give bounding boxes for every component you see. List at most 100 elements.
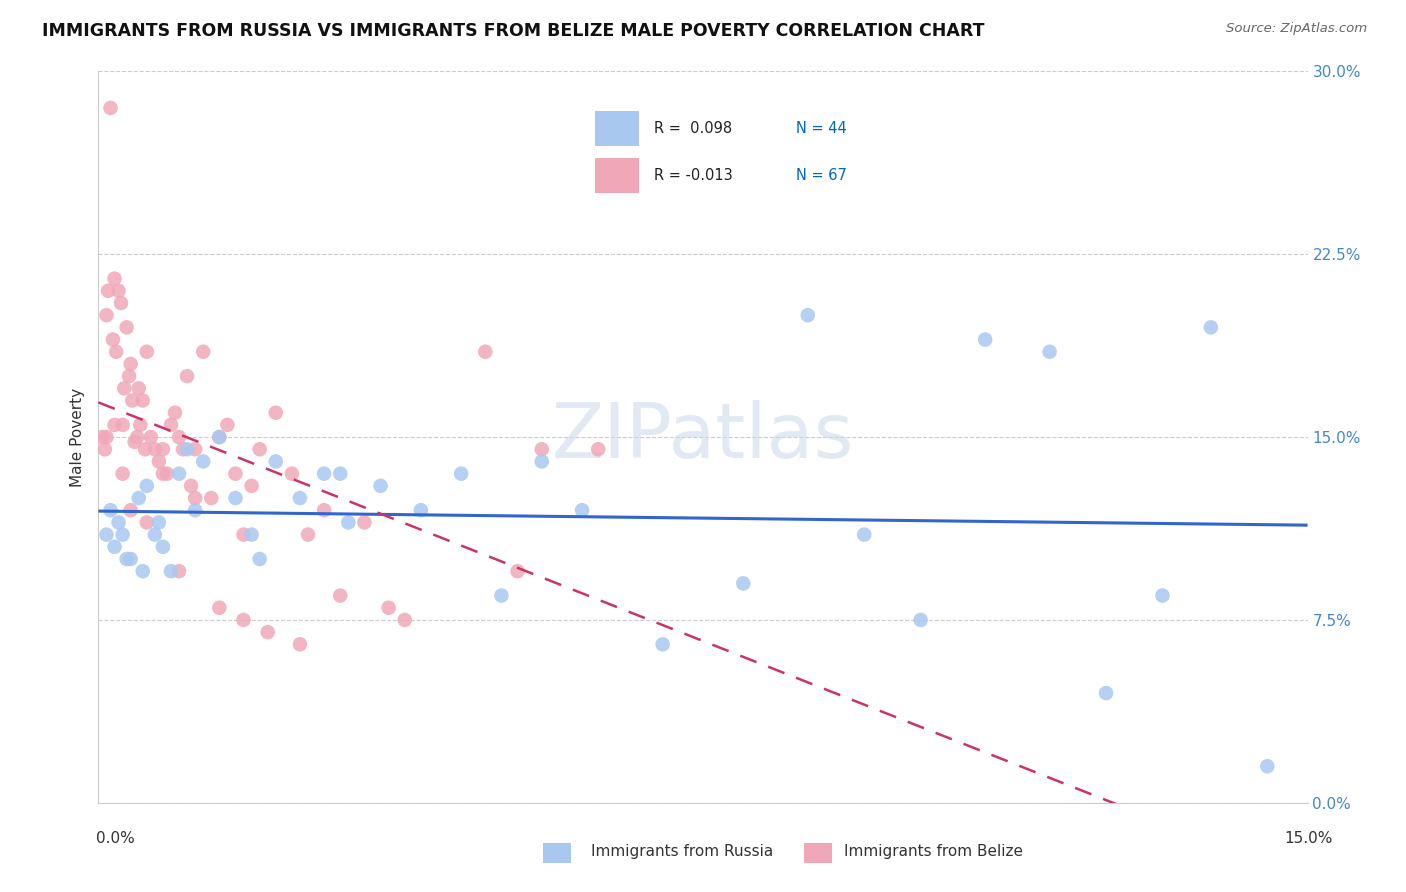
Point (797, 308, 820, 322)
Point (148, 454, 170, 468)
Point (101, 333, 124, 347)
Point (160, 417, 183, 432)
Point (115, 552, 138, 566)
Point (111, 417, 134, 432)
Point (97, 284, 120, 298)
Point (152, 540, 174, 554)
Point (132, 393, 155, 408)
Point (249, 552, 271, 566)
Y-axis label: Male Poverty: Male Poverty (70, 387, 86, 487)
Point (1039, 344, 1062, 359)
Point (314, 467, 336, 481)
Text: Immigrants from Russia: Immigrants from Russia (591, 845, 773, 859)
Point (474, 344, 496, 359)
Text: ZIPatlas: ZIPatlas (551, 401, 855, 474)
Point (127, 430, 149, 444)
Point (96, 430, 118, 444)
Point (120, 503, 142, 517)
Point (94, 442, 117, 457)
Point (240, 527, 263, 541)
Point (651, 637, 673, 651)
Point (111, 527, 134, 541)
Point (450, 467, 472, 481)
Point (733, 576, 755, 591)
Point (96, 308, 118, 322)
Point (152, 442, 174, 457)
Point (974, 333, 997, 347)
Point (217, 417, 239, 432)
Point (232, 613, 254, 627)
Point (135, 516, 157, 530)
Point (337, 516, 360, 530)
Point (128, 381, 150, 395)
Point (264, 406, 287, 420)
Point (129, 417, 152, 432)
Point (124, 434, 146, 449)
Point (112, 381, 135, 395)
Point (314, 503, 336, 517)
Text: 15.0%: 15.0% (1285, 831, 1333, 846)
Point (176, 369, 198, 384)
Point (240, 479, 263, 493)
Text: IMMIGRANTS FROM RUSSIA VS IMMIGRANTS FROM BELIZE MALE POVERTY CORRELATION CHART: IMMIGRANTS FROM RUSSIA VS IMMIGRANTS FRO… (42, 22, 984, 40)
Point (193, 454, 215, 468)
Point (110, 296, 132, 310)
Text: Source: ZipAtlas.com: Source: ZipAtlas.com (1226, 22, 1367, 36)
Point (409, 503, 432, 517)
Point (103, 540, 125, 554)
Point (152, 467, 174, 481)
Point (1152, 589, 1174, 603)
Point (184, 503, 207, 517)
Point (167, 564, 190, 578)
Point (329, 589, 352, 603)
Point (506, 564, 529, 578)
Point (256, 625, 278, 640)
Point (160, 564, 183, 578)
Point (394, 613, 416, 627)
Point (103, 417, 125, 432)
Point (370, 479, 392, 493)
Point (100, 101, 122, 115)
Point (128, 491, 150, 505)
Point (571, 503, 593, 517)
Point (184, 442, 207, 457)
Point (288, 491, 311, 505)
Point (288, 637, 311, 651)
Point (530, 442, 553, 457)
Point (143, 442, 166, 457)
Point (249, 442, 271, 457)
Point (910, 613, 932, 627)
Point (100, 503, 122, 517)
Point (121, 393, 143, 408)
Point (491, 589, 513, 603)
Point (115, 320, 138, 334)
Point (118, 369, 141, 384)
Point (377, 600, 399, 615)
Point (176, 442, 198, 457)
Point (120, 357, 142, 371)
Point (135, 344, 157, 359)
Point (120, 552, 142, 566)
Point (156, 467, 179, 481)
Point (200, 491, 222, 505)
Point (167, 430, 190, 444)
Point (208, 430, 231, 444)
Text: 0.0%: 0.0% (96, 831, 135, 846)
Point (96, 527, 118, 541)
Point (1256, 759, 1278, 773)
Point (167, 467, 190, 481)
Point (172, 442, 194, 457)
Point (107, 516, 129, 530)
Point (353, 516, 375, 530)
Point (107, 284, 129, 298)
Point (180, 479, 202, 493)
Point (208, 430, 231, 444)
Point (264, 454, 287, 468)
Text: Immigrants from Belize: Immigrants from Belize (844, 845, 1022, 859)
Point (134, 442, 156, 457)
Point (163, 406, 186, 420)
Point (111, 467, 134, 481)
Point (224, 467, 246, 481)
Point (193, 344, 215, 359)
Point (103, 271, 125, 285)
